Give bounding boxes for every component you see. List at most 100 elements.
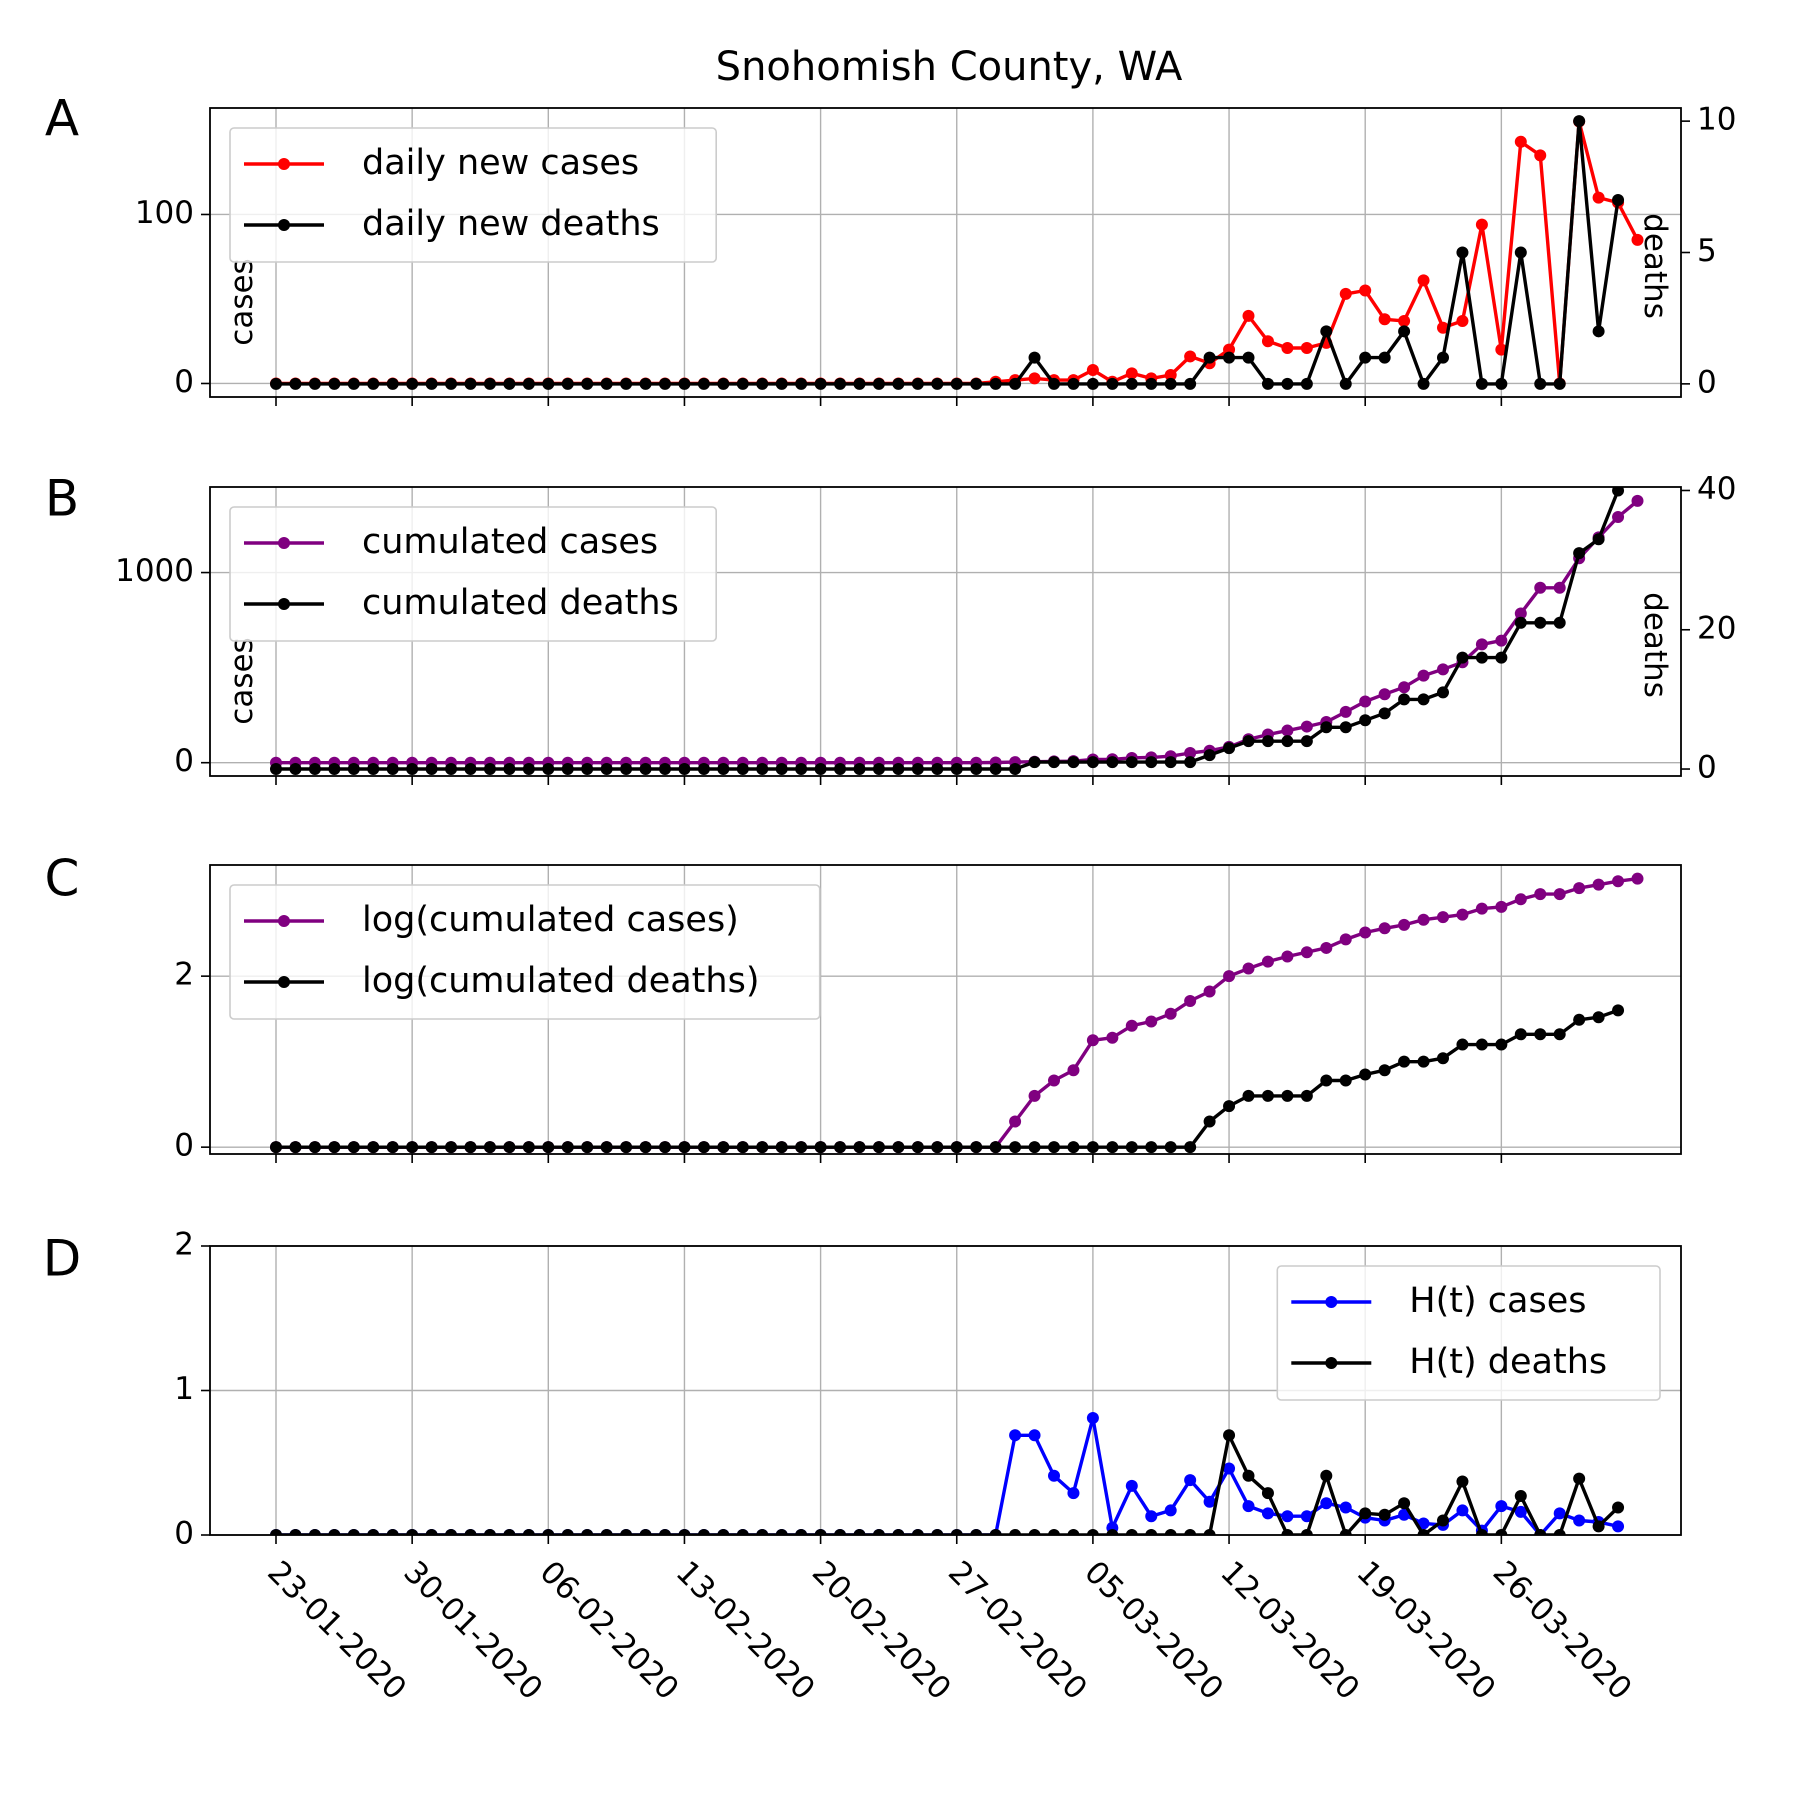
data-point [347, 763, 360, 776]
data-point [1378, 1064, 1391, 1077]
data-point [1592, 1520, 1605, 1533]
legend-marker [278, 915, 290, 927]
data-point [328, 377, 341, 390]
data-point [1125, 1019, 1138, 1032]
legend-label: daily new cases [362, 143, 639, 183]
data-point [1223, 1462, 1236, 1475]
data-point [1223, 1429, 1236, 1442]
legend-label: daily new deaths [362, 204, 660, 244]
data-point [367, 1141, 380, 1154]
x-tick-label: 27-02-2020 [941, 1554, 1094, 1707]
data-point [1514, 1489, 1527, 1502]
data-point [1359, 695, 1372, 708]
data-point [270, 377, 282, 390]
y-tick-label: 1000 [115, 553, 194, 589]
data-point [1028, 1429, 1041, 1442]
data-point [561, 1529, 574, 1535]
data-point [814, 763, 827, 776]
data-point [814, 377, 827, 390]
data-point [1203, 985, 1216, 998]
x-tick-label: 23-01-2020 [260, 1554, 413, 1707]
data-point [931, 1529, 944, 1535]
data-point [1086, 1141, 1099, 1154]
y-tick-label: 2 [174, 957, 194, 993]
data-point [581, 763, 594, 776]
data-point [697, 1141, 710, 1154]
legend-label: H(t) cases [1409, 1281, 1586, 1321]
data-point [1320, 1469, 1333, 1482]
data-point [328, 1141, 341, 1154]
data-point [1203, 351, 1216, 364]
panel-letter: A [45, 90, 79, 148]
data-point [911, 763, 924, 776]
data-point [814, 1141, 827, 1154]
data-point [542, 763, 555, 776]
data-point [483, 763, 496, 776]
data-point [950, 763, 963, 776]
data-point [1534, 581, 1547, 594]
data-point [1573, 1013, 1586, 1026]
data-point [328, 1529, 341, 1535]
data-point [1437, 686, 1449, 699]
axes-frame [209, 864, 1682, 1155]
data-point [1612, 1520, 1625, 1533]
data-point [1475, 902, 1488, 915]
legend-label: log(cumulated cases) [362, 900, 739, 940]
data-point [1612, 193, 1625, 206]
series-line [276, 489, 1620, 771]
data-point [736, 1529, 749, 1535]
data-point [1125, 1141, 1138, 1154]
data-point [892, 763, 905, 776]
data-point [1223, 1100, 1236, 1113]
data-point [1048, 1141, 1060, 1154]
data-point [620, 1529, 633, 1535]
data-point [328, 763, 341, 776]
data-point [1320, 721, 1333, 734]
data-point [659, 1529, 671, 1535]
data-point [464, 1141, 477, 1154]
data-point [1437, 1052, 1449, 1065]
data-point [1125, 1479, 1138, 1492]
data-point [1553, 581, 1566, 594]
data-point [1261, 735, 1274, 748]
data-point [989, 1529, 1002, 1535]
data-point [659, 763, 671, 776]
data-point [872, 763, 885, 776]
legend-marker [278, 219, 290, 231]
data-point [1145, 377, 1158, 390]
data-point [853, 763, 866, 776]
data-point [1475, 1038, 1488, 1051]
legend-marker [1325, 1296, 1338, 1308]
data-point [1417, 913, 1430, 926]
data-point [892, 377, 905, 390]
data-point [1339, 933, 1352, 946]
data-point [1514, 1505, 1527, 1518]
data-point [1223, 351, 1236, 364]
data-point [1028, 1529, 1041, 1535]
series-line [276, 1433, 1620, 1535]
data-point [911, 377, 924, 390]
data-point [522, 1529, 535, 1535]
data-point [445, 377, 458, 390]
x-tick-label: 20-02-2020 [805, 1554, 958, 1707]
data-point [1475, 638, 1488, 651]
data-point [1242, 1089, 1255, 1102]
data-point [561, 763, 574, 776]
data-point [970, 1141, 983, 1154]
data-point [1456, 651, 1469, 664]
data-point [270, 1141, 282, 1154]
data-point [1359, 926, 1372, 939]
data-point [814, 1529, 827, 1535]
panel-c: C 0 2 log(cumulated cases) log(cumulated dea… [45, 850, 1682, 1164]
data-point [406, 377, 419, 390]
data-point [1300, 1089, 1313, 1102]
data-point [717, 377, 730, 390]
data-point [989, 377, 1002, 390]
data-point [1339, 705, 1352, 718]
data-point [1378, 688, 1391, 701]
data-point [1359, 714, 1372, 727]
data-point [1067, 377, 1080, 390]
data-point [1086, 363, 1099, 376]
data-point [270, 763, 282, 776]
data-point [1475, 218, 1488, 231]
